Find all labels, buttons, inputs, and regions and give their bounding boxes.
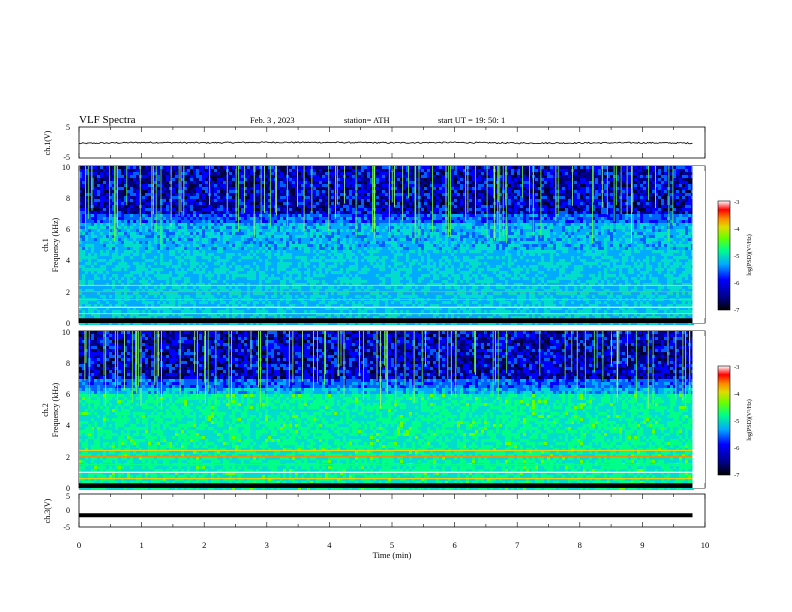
- ch1-cbar-tick-7: -7: [734, 307, 740, 314]
- ch1-cbar-tick-3: -3: [734, 199, 739, 206]
- x-tick-label-2: 2: [202, 540, 206, 550]
- ch2-channel-label: ch.2: [41, 403, 50, 417]
- x-tick-label-0: 0: [77, 540, 81, 550]
- figure-title: VLF Spectra: [79, 114, 136, 126]
- ch2-colorbar: -3 -4 -5 -6 -7 log(PSD)(V²/Hz): [717, 364, 753, 479]
- ch3-ytick-top: 5: [66, 492, 70, 501]
- station-label: station= ATH: [344, 115, 390, 125]
- ch1-cbar-tick-6: -6: [734, 280, 740, 287]
- x-tick-label-8: 8: [578, 540, 582, 550]
- ch1-freq-tick-8: 8: [66, 194, 70, 203]
- ch1-freq-tick-10: 10: [62, 163, 70, 172]
- ch2-spectrogram-yticks: 0 2 4 6 8 10: [62, 328, 70, 493]
- x-tick-label-7: 7: [515, 540, 519, 550]
- ch2-freq-tick-6: 6: [66, 390, 70, 399]
- x-tick-label-6: 6: [452, 540, 456, 550]
- ch1-freq-tick-4: 4: [66, 256, 70, 265]
- start-time-label: start UT = 19: 50: 1: [438, 115, 505, 125]
- ch3-waveform-frame: [78, 493, 706, 528]
- ch2-spectrogram-panel: 0 2 4 6 8 10 ch.2 Frequency (kHz): [41, 328, 706, 493]
- ch1-waveform-panel: 5 -5 ch.1(V): [43, 123, 706, 162]
- x-tick-label-3: 3: [265, 540, 269, 550]
- ch1-waveform-trace: [78, 141, 693, 145]
- ch1-spectrogram-image: [79, 166, 705, 325]
- ch2-cbar-tick-3: -3: [734, 364, 739, 371]
- ch1-ytick-top: 5: [66, 123, 70, 132]
- ch3-ytick-bottom: -5: [63, 523, 70, 532]
- ch2-spectrogram-image: [79, 331, 705, 490]
- ch2-freq-tick-10: 10: [62, 328, 70, 337]
- x-axis-tick-labels: 0 1 2 3 4 5 6 7 8 9 10: [77, 540, 709, 550]
- ch1-cbar-tick-5: -5: [734, 253, 739, 260]
- ch3-ytick-mid: 0: [66, 506, 70, 515]
- ch1-colorbar-label: log(PSD)(V²/Hz): [746, 234, 753, 275]
- x-tick-label-1: 1: [139, 540, 143, 550]
- ch1-ytick-bottom: -5: [63, 153, 70, 162]
- ch1-frequency-ylabel: Frequency (kHz): [51, 217, 60, 272]
- x-axis-tick-marks: [78, 127, 706, 527]
- ch2-freq-tick-2: 2: [66, 453, 70, 462]
- ch1-freq-tick-6: 6: [66, 225, 70, 234]
- ch1-cbar-tick-4: -4: [734, 226, 740, 233]
- ch1-freq-tick-2: 2: [66, 288, 70, 297]
- ch1-channel-label: ch.1: [41, 238, 50, 252]
- ch1-spectrogram-panel: 0 2 4 6 8 10 ch.1 Frequency (kHz): [41, 163, 706, 328]
- ch2-freq-tick-0: 0: [66, 484, 70, 493]
- ch2-cbar-tick-5: -5: [734, 418, 739, 425]
- ch2-colorbar-gradient: [717, 365, 731, 476]
- ch2-cbar-tick-7: -7: [734, 472, 740, 479]
- ch1-colorbar-gradient: [717, 200, 731, 311]
- ch3-waveform-panel: 5 0 -5 ch.3(V): [43, 492, 706, 532]
- x-tick-label-10: 10: [701, 540, 710, 550]
- ch2-colorbar-label: log(PSD)(V²/Hz): [746, 399, 753, 440]
- x-tick-label-4: 4: [327, 540, 332, 550]
- ch1-waveform-ylabel: ch.1(V): [43, 130, 52, 155]
- ch2-freq-tick-8: 8: [66, 359, 70, 368]
- ch2-freq-tick-4: 4: [66, 421, 70, 430]
- x-tick-label-9: 9: [640, 540, 644, 550]
- x-axis-label: Time (min): [373, 550, 412, 560]
- x-tick-label-5: 5: [390, 540, 394, 550]
- ch1-freq-tick-0: 0: [66, 319, 70, 328]
- ch2-cbar-tick-4: -4: [734, 391, 740, 398]
- ch1-spectrogram-yticks: 0 2 4 6 8 10: [62, 163, 70, 328]
- ch1-colorbar: -3 -4 -5 -6 -7 log(PSD)(V²/Hz): [717, 199, 753, 314]
- ch2-frequency-ylabel: Frequency (kHz): [51, 382, 60, 437]
- ch3-waveform-ylabel: ch.3(V): [43, 498, 52, 523]
- ch2-cbar-tick-6: -6: [734, 445, 740, 452]
- date-label: Feb. 3 , 2023: [250, 115, 295, 125]
